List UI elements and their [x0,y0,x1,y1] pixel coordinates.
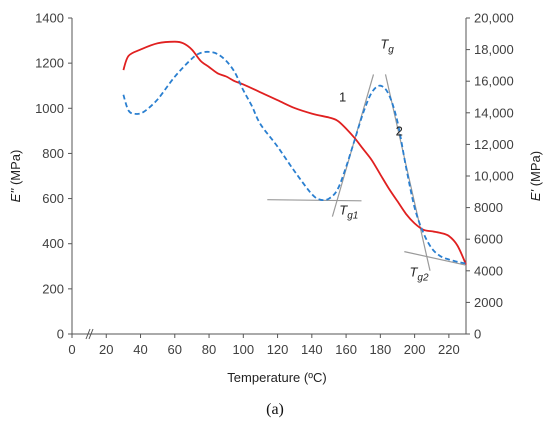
x-tick-label: 0 [68,342,75,357]
tangent-line [404,251,467,266]
y-left-tick-label: 400 [42,236,64,251]
x-tick-label: 80 [202,342,216,357]
y-left-axis-label: E'' (MPa) [8,150,23,203]
y-right-tick-label: 18,000 [474,42,514,57]
x-tick-label: 160 [335,342,357,357]
y-right-tick-label: 6000 [474,232,503,247]
y-left-tick-label: 800 [42,146,64,161]
tangent-line [331,74,375,217]
series-annotation: 1 [339,90,346,105]
x-tick-label: 220 [438,342,460,357]
x-tick-label: 100 [232,342,254,357]
axes: 0 20 40 60 80 100 120 140 160 180 200 2200200400600… [35,11,514,358]
tg-annotation: Tg [380,36,394,55]
y-right-tick-label: 12,000 [474,137,514,152]
annotations: 1 2 Tg Tg1 Tg2 [339,36,429,283]
y-right-tick-label: 0 [474,327,481,342]
x-tick-label: 20 [99,342,113,357]
x-tick-label: 180 [369,342,391,357]
y-left-tick-label: 200 [42,281,64,296]
y-left-tick-label: 1400 [35,11,64,26]
axis-break-mark [85,328,91,340]
y-right-tick-label: 8000 [474,200,503,215]
axis-break-mark [88,328,94,340]
series-lines [122,40,467,265]
y-left-tick-label: 1000 [35,101,64,116]
tangent-line [267,199,362,202]
series-line-2 [122,50,467,265]
x-tick-label: 200 [404,342,426,357]
x-tick-label: 140 [301,342,323,357]
tg-annotation: Tg1 [339,202,358,221]
y-right-axis-label: E' (MPa) [528,151,543,201]
axis-labels: Temperature (ºC) E'' (MPa) E' (MPa) (a) [8,150,543,418]
y-left-tick-label: 600 [42,191,64,206]
y-right-tick-label: 16,000 [474,74,514,89]
series-annotation: 2 [396,123,403,138]
y-right-tick-label: 14,000 [474,105,514,120]
y-right-tick-label: 20,000 [474,11,514,26]
x-tick-label: 120 [267,342,289,357]
y-right-tick-label: 10,000 [474,169,514,184]
x-tick-label: 60 [168,342,182,357]
y-left-tick-label: 0 [57,327,64,342]
panel-label: (a) [266,401,284,418]
y-right-tick-label: 2000 [474,295,503,310]
y-left-tick-label: 1200 [35,56,64,71]
x-axis-label: Temperature (ºC) [227,370,326,385]
tg-annotation: Tg2 [409,264,429,283]
x-tick-label: 40 [133,342,147,357]
series-line-1 [122,40,467,265]
y-right-tick-label: 4000 [474,263,503,278]
